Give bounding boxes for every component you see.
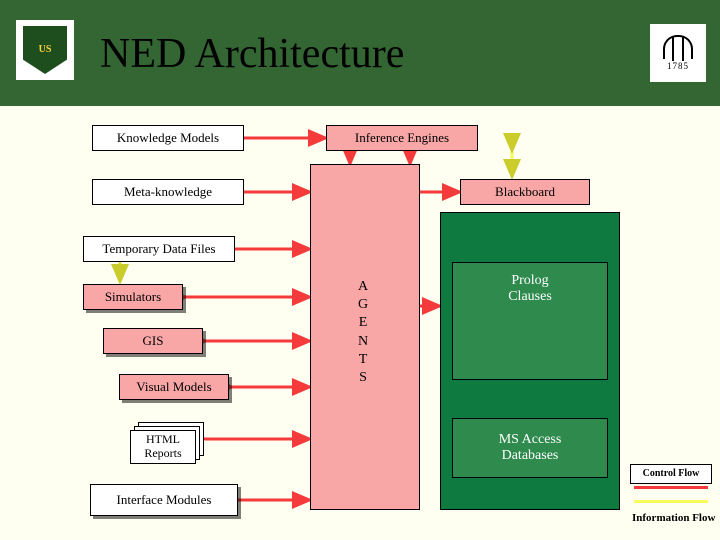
interface-modules-label: Interface Modules <box>117 493 212 508</box>
architecture-diagram: Knowledge Models Inference Engines Meta-… <box>0 106 720 540</box>
legend-info-label: Information Flow <box>632 512 715 524</box>
uga-logo: 1785 <box>650 24 706 82</box>
legend-info-line <box>634 500 708 503</box>
html-reports-label: HTML Reports <box>144 433 181 461</box>
gis-label: GIS <box>143 334 164 349</box>
legend-control-label: Control Flow <box>643 468 700 480</box>
blackboard-label: Blackboard <box>495 185 555 200</box>
meta-knowledge-box: Meta-knowledge <box>92 179 244 205</box>
simulators-box: Simulators <box>83 284 183 310</box>
interface-modules-box: Interface Modules <box>90 484 238 516</box>
html-reports-box: HTML Reports <box>130 430 196 464</box>
inference-engines-box: Inference Engines <box>326 125 478 151</box>
temporary-data-label: Temporary Data Files <box>102 242 215 257</box>
arch-icon <box>663 35 693 59</box>
simulators-label: Simulators <box>105 290 161 305</box>
legend-control-line <box>634 486 708 489</box>
knowledge-models-box: Knowledge Models <box>92 125 244 151</box>
agents-letter-n: N <box>358 333 368 351</box>
visual-models-label: Visual Models <box>136 380 211 395</box>
visual-models-box: Visual Models <box>119 374 229 400</box>
prolog-clauses-box: Prolog Clauses <box>452 262 608 380</box>
ms-access-label: MS Access Databases <box>499 432 562 464</box>
meta-knowledge-label: Meta-knowledge <box>124 185 212 200</box>
agents-label: A G E N T S <box>358 278 368 387</box>
agents-letter-a: A <box>358 278 368 296</box>
agents-letter-g: G <box>358 296 368 314</box>
prolog-clauses-label: Prolog Clauses <box>508 273 552 305</box>
blackboard-box: Blackboard <box>460 179 590 205</box>
logo-year: 1785 <box>667 61 689 71</box>
shield-icon: US <box>23 26 67 74</box>
page-title: NED Architecture <box>100 30 404 78</box>
html-reports-stack: HTML Reports <box>130 422 204 464</box>
inference-engines-label: Inference Engines <box>355 131 449 146</box>
header-bar: US NED Architecture 1785 <box>0 0 720 106</box>
legend-control-box: Control Flow <box>630 464 712 484</box>
agents-letter-s: S <box>359 369 367 387</box>
knowledge-models-label: Knowledge Models <box>117 131 219 146</box>
forest-service-logo: US <box>16 20 74 80</box>
agents-letter-t: T <box>359 351 368 369</box>
agents-letter-e: E <box>359 314 368 332</box>
ms-access-box: MS Access Databases <box>452 418 608 478</box>
temporary-data-box: Temporary Data Files <box>83 236 235 262</box>
gis-box: GIS <box>103 328 203 354</box>
